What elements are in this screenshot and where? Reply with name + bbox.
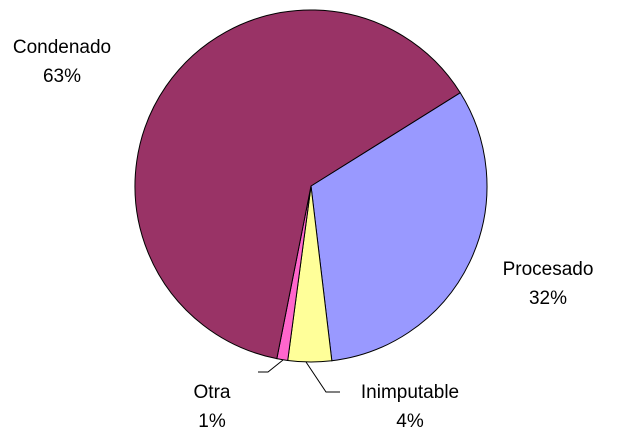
slice-value-label: 63%: [43, 66, 81, 87]
slice-label: Otra: [194, 382, 231, 403]
slice-label: Procesado: [503, 259, 594, 280]
pie-slice: [134, 9, 461, 360]
slice-value-label: 32%: [529, 288, 567, 309]
slice-value-label: 1%: [198, 411, 226, 432]
slice-label: Inimputable: [361, 382, 459, 403]
slice-label: Condenado: [13, 37, 111, 58]
pie-slice: [310, 92, 488, 362]
leader-line: [258, 359, 284, 373]
slice-value-label: 4%: [396, 411, 424, 432]
leader-line: [305, 361, 340, 393]
